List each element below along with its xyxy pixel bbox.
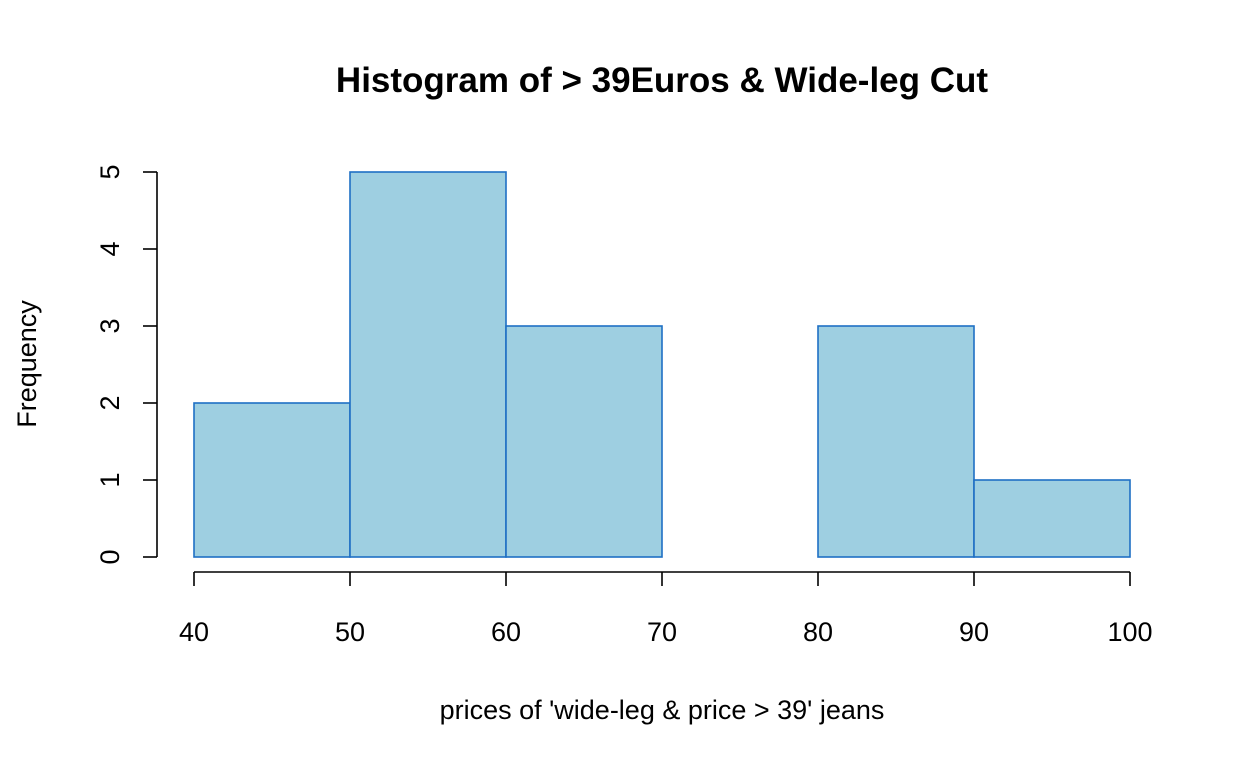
x-axis-label: prices of 'wide-leg & price > 39' jeans — [440, 695, 885, 725]
y-tick-label: 4 — [95, 241, 125, 256]
x-tick-label: 60 — [491, 617, 521, 647]
x-tick-label: 50 — [335, 617, 365, 647]
y-tick-label: 2 — [95, 395, 125, 410]
histogram-bar — [817, 325, 975, 558]
x-tick-label: 100 — [1107, 617, 1152, 647]
x-tick-label: 40 — [179, 617, 209, 647]
y-axis-label: Frequency — [12, 300, 42, 428]
y-axis: 0 1 2 3 4 5 — [95, 164, 158, 565]
x-tick-label: 80 — [803, 617, 833, 647]
bars-group — [193, 171, 1131, 558]
x-tick-label: 70 — [647, 617, 677, 647]
y-tick-label: 0 — [95, 549, 125, 564]
y-tick-label: 1 — [95, 472, 125, 487]
histogram-bar — [505, 325, 663, 558]
x-tick-label: 90 — [959, 617, 989, 647]
chart-title: Histogram of > 39Euros & Wide-leg Cut — [336, 61, 988, 100]
y-tick-label: 5 — [95, 164, 125, 179]
histogram-bar — [973, 479, 1131, 558]
x-axis: 40 50 60 70 80 90 100 — [179, 571, 1153, 647]
histogram-bar — [349, 171, 507, 558]
histogram-bar — [193, 402, 351, 558]
y-tick-label: 3 — [95, 318, 125, 333]
